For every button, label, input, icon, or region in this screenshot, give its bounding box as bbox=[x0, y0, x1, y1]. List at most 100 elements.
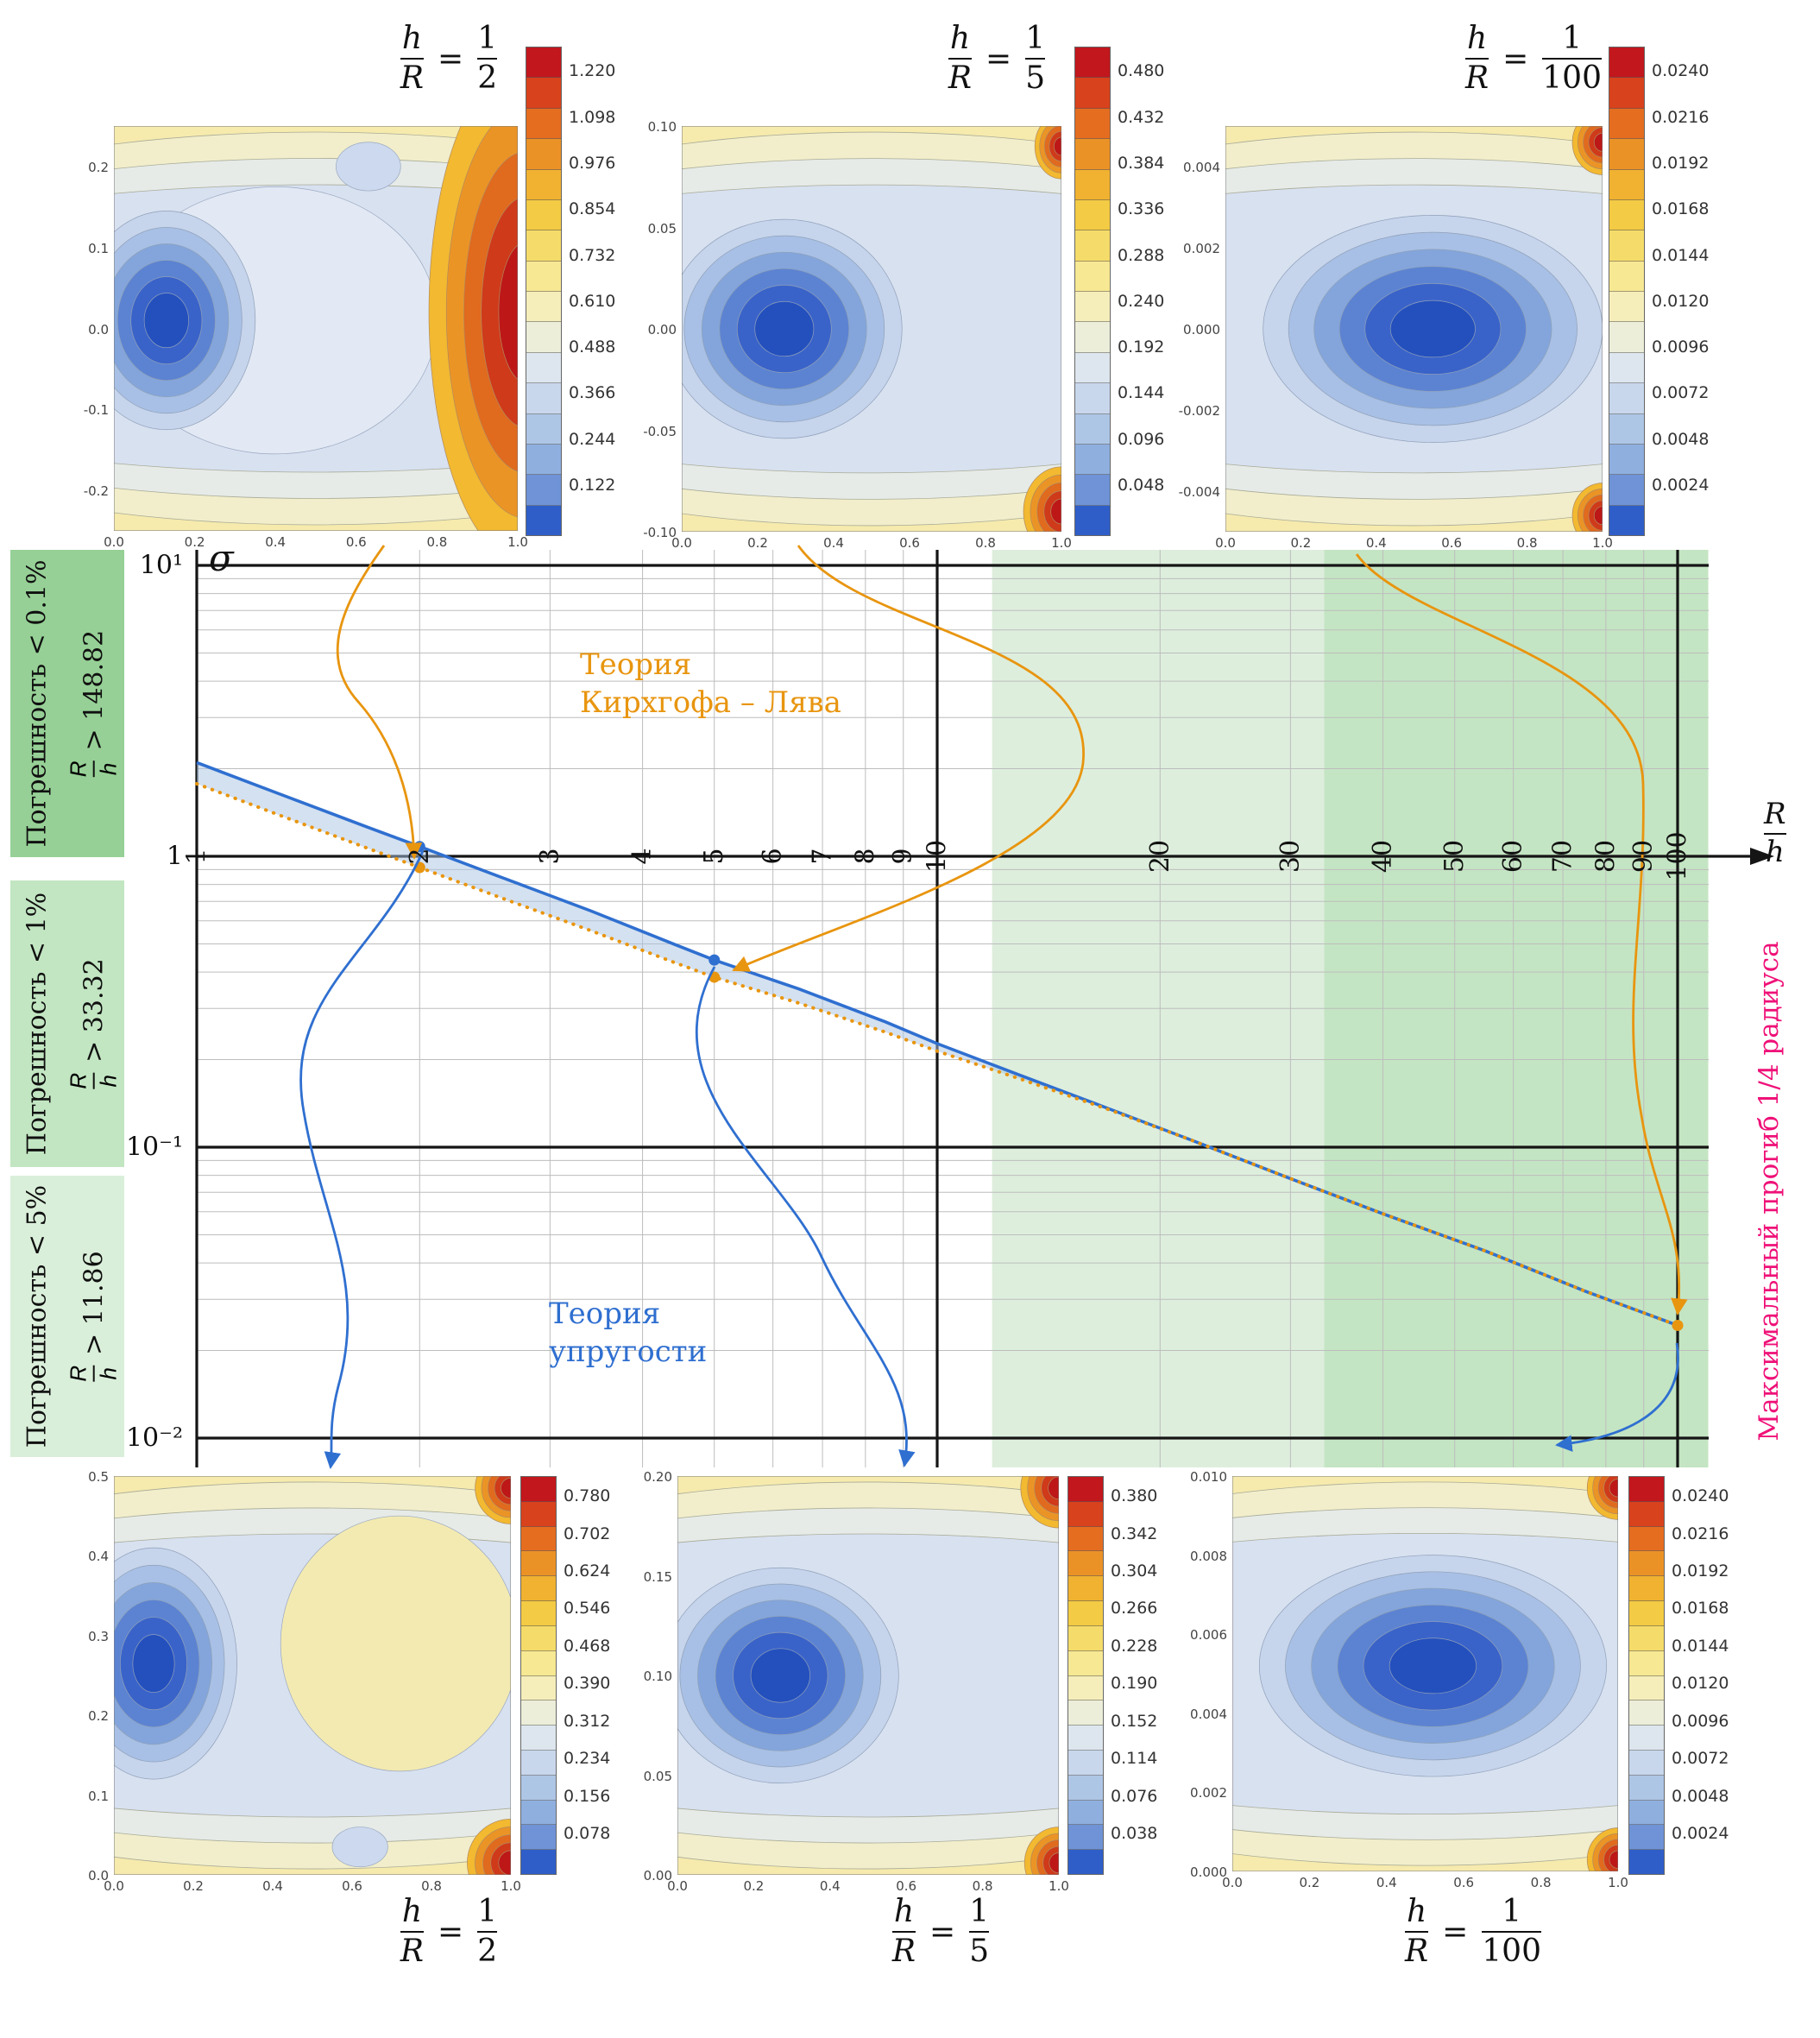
colorbar-tick-label: 0.0216 bbox=[1652, 107, 1710, 127]
x-tick-label: 1.0 bbox=[1049, 1878, 1069, 1894]
y-tick-label: 0.010 bbox=[1190, 1469, 1227, 1485]
y-tick-label: 0.20 bbox=[643, 1469, 672, 1485]
colorbar-tick-label: 0.096 bbox=[1118, 429, 1165, 449]
grid-minor bbox=[197, 550, 1709, 1467]
x-tick-label: 0.8 bbox=[1516, 535, 1538, 551]
y-tick-label: 0.2 bbox=[88, 159, 109, 175]
x-tick-label: 0.6 bbox=[896, 1878, 917, 1894]
error-condition: > 11.86 bbox=[79, 1251, 110, 1355]
colorbar-tick-label: 0.190 bbox=[1111, 1674, 1158, 1694]
contour-plot-title: h R = 1 100 bbox=[1405, 1894, 1541, 1969]
x-tick-label: 0.6 bbox=[345, 534, 367, 550]
contour-plot-title: h R = 1 2 bbox=[400, 1894, 498, 1969]
y-tick-label: -0.10 bbox=[643, 525, 677, 540]
colorbar-tick-label: 0.122 bbox=[569, 476, 616, 495]
colorbar-tick-label: 0.144 bbox=[1118, 383, 1165, 403]
x-tick-label: 7 bbox=[808, 848, 838, 864]
x-tick-label: 50 bbox=[1439, 840, 1470, 873]
colorbar-tick-label: 0.480 bbox=[1118, 61, 1165, 81]
x-tick-label: 0.6 bbox=[1453, 1875, 1475, 1890]
y-tick-label: 0.006 bbox=[1190, 1627, 1227, 1644]
y-tick-label: 0.004 bbox=[1190, 1706, 1227, 1722]
colorbar-tick-label: 0.610 bbox=[569, 291, 616, 311]
frac-den: h bbox=[96, 762, 122, 776]
y-tick-label: 0.05 bbox=[643, 1768, 672, 1784]
y-tick-label: 1 bbox=[167, 842, 183, 872]
x-tick-label: 1.0 bbox=[1592, 535, 1613, 551]
x-tick-label: 6 bbox=[758, 848, 788, 864]
x-tick-labels: 1 2 3 4 5 6 7 8 9 10 20 30 40 50 60 70 80 90 100 bbox=[182, 831, 1693, 880]
x-tick-label: 1 bbox=[182, 848, 212, 864]
x-axis-label-rh: R h bbox=[1764, 798, 1786, 868]
x-tick-label: 1.0 bbox=[507, 534, 528, 550]
x-tick-label: 1.0 bbox=[501, 1878, 521, 1894]
x-tick-label: 4 bbox=[627, 848, 658, 864]
colorbar-tick-label: 0.468 bbox=[564, 1636, 611, 1656]
contour-field bbox=[114, 126, 518, 531]
contour-plot-bottom-middle: h R = 1 5 0.0 0.2 0.4 0.6 0.8 1.0 0.20 0.15 0.10 0.05 0… bbox=[632, 1469, 1219, 2035]
y-tick-label: 0.000 bbox=[1190, 1864, 1227, 1880]
colorbar-tick-label: 0.0240 bbox=[1652, 61, 1710, 81]
colorbar-tick-label: 0.0216 bbox=[1672, 1524, 1729, 1543]
x-tick-label: 0.2 bbox=[1290, 535, 1312, 551]
colorbar bbox=[1074, 47, 1111, 536]
colorbar-tick-label: 0.702 bbox=[564, 1524, 611, 1543]
frac-num: R bbox=[65, 1365, 91, 1382]
y-tick-label: -0.2 bbox=[83, 483, 109, 500]
x-tick-label: 0.0 bbox=[1222, 1875, 1243, 1890]
annotation-line: Теория bbox=[549, 1297, 661, 1331]
x-tick-label: 0.4 bbox=[819, 1878, 841, 1894]
y-tick-label: 0.3 bbox=[88, 1628, 109, 1644]
x-tick-label: 0.8 bbox=[426, 534, 448, 550]
contour-plot-bottom-left: h R = 1 2 0.0 0.2 0.4 0.6 0.8 1.0 0.5 0.4 0.3 0.2 0.1 0.… bbox=[78, 1469, 682, 2035]
y-tick-label: 0.0 bbox=[88, 1868, 109, 1883]
y-tick-label: 0.1 bbox=[88, 1788, 109, 1804]
error-text: Погрешность < 1% bbox=[22, 892, 53, 1156]
x-tick-label: 3 bbox=[535, 848, 565, 864]
x-tick-label: 0.8 bbox=[1530, 1875, 1552, 1890]
y-tick-label: 0.002 bbox=[1190, 1785, 1227, 1801]
colorbar-tick-label: 0.152 bbox=[1111, 1711, 1158, 1731]
colorbar-tick-label: 0.366 bbox=[569, 383, 616, 403]
y-tick-label: 0.000 bbox=[1183, 322, 1220, 338]
fraction-bar bbox=[93, 760, 95, 778]
colorbar-tick-label: 0.234 bbox=[564, 1749, 611, 1769]
colorbar-tick-label: 0.336 bbox=[1118, 199, 1165, 219]
x-tick-label: 2 bbox=[405, 848, 435, 864]
x-tick-label: 0.4 bbox=[823, 535, 844, 551]
colorbar-tick-label: 0.0192 bbox=[1672, 1561, 1729, 1581]
colorbar-tick-label: 0.546 bbox=[564, 1599, 611, 1618]
x-tick-label: 90 bbox=[1628, 840, 1659, 873]
y-axis-label-sigma: σ bbox=[209, 537, 234, 579]
contour-field bbox=[1225, 126, 1603, 532]
colorbar-tick-label: 0.312 bbox=[564, 1711, 611, 1731]
x-tick-label: 0.0 bbox=[667, 1878, 688, 1894]
y-tick-labels: 10¹ 1 10⁻¹ 10⁻² bbox=[126, 551, 183, 1454]
y-tick-label: 0.004 bbox=[1183, 160, 1220, 175]
colorbar-tick-label: 0.0072 bbox=[1672, 1749, 1729, 1769]
y-tick-label: -0.05 bbox=[643, 423, 677, 439]
x-tick-label: 80 bbox=[1590, 840, 1621, 873]
marker-dot bbox=[708, 954, 721, 966]
contour-plot-top-left: h R = 1 2 0.0 0.2 0.4 0.6 0.8 1.0 0.2 0.1 0.0 -0.1 -0.2… bbox=[78, 16, 682, 620]
colorbar-tick-label: 0.0168 bbox=[1652, 199, 1710, 219]
contour-plot-title: h R = 1 2 bbox=[400, 21, 498, 96]
contour-plot-title: h R = 1 100 bbox=[1465, 21, 1602, 96]
colorbar-tick-label: 0.0120 bbox=[1652, 291, 1710, 311]
y-tick-label: 0.1 bbox=[88, 240, 109, 256]
y-tick-label: 0.4 bbox=[88, 1549, 109, 1565]
x-tick-label: 0.4 bbox=[1365, 535, 1387, 551]
y-tick-label: 0.5 bbox=[88, 1469, 109, 1485]
colorbar-tick-label: 0.0192 bbox=[1652, 153, 1710, 173]
x-tick-label: 0.2 bbox=[183, 1878, 204, 1894]
x-tick-label: 70 bbox=[1548, 840, 1578, 873]
annotation-arrow bbox=[732, 545, 1085, 972]
x-tick-label: 0.8 bbox=[975, 535, 996, 551]
fraction-bar bbox=[93, 1072, 95, 1089]
marker-dot bbox=[1672, 1319, 1684, 1331]
y-tick-label: 10¹ bbox=[140, 551, 183, 581]
y-tick-label: 0.002 bbox=[1183, 241, 1220, 256]
x-tick-label: 0.4 bbox=[262, 1878, 283, 1894]
